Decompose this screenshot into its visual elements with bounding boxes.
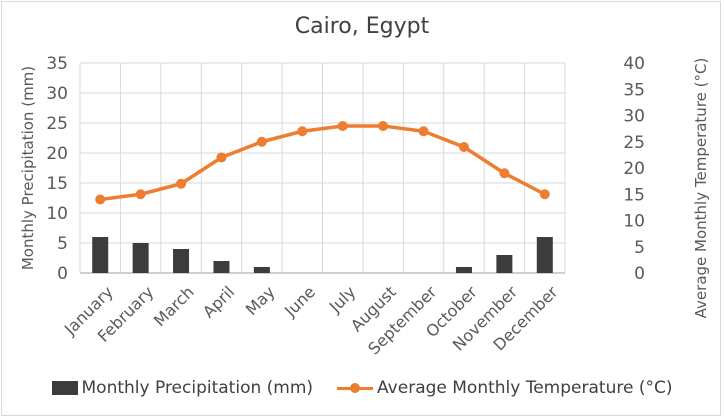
temperature-point bbox=[458, 142, 469, 152]
precipitation-bar bbox=[213, 261, 230, 273]
x-tick-label: March bbox=[150, 282, 198, 330]
y2-tick-label: 10 bbox=[623, 212, 645, 232]
precipitation-bar bbox=[132, 243, 149, 273]
y2-tick-label: 15 bbox=[623, 185, 645, 205]
y-tick-label: 0 bbox=[57, 264, 68, 284]
temperature-point bbox=[499, 168, 510, 179]
y2-axis-title: Average Monthly Temperature (°C) bbox=[692, 58, 710, 319]
y-tick-label: 20 bbox=[46, 144, 68, 164]
x-tick-label: June bbox=[280, 282, 319, 321]
temperature-point bbox=[297, 126, 308, 137]
x-tick-label: April bbox=[199, 282, 238, 321]
precipitation-bar bbox=[92, 237, 109, 273]
legend-swatch-bar bbox=[51, 381, 78, 395]
legend-label-temperature: Average Monthly Temperature (°C) bbox=[377, 378, 673, 398]
legend-item-temperature: Average Monthly Temperature (°C) bbox=[337, 378, 672, 398]
y-tick-label: 10 bbox=[46, 204, 68, 224]
temperature-point bbox=[95, 194, 106, 205]
temperature-point bbox=[378, 121, 389, 131]
y-tick-label: 25 bbox=[46, 114, 68, 134]
temperature-point bbox=[337, 121, 348, 131]
temperature-line bbox=[99, 124, 546, 202]
y-axis-title: Monthly Precipitation (mm) bbox=[19, 66, 37, 270]
y2-tick-label: 0 bbox=[634, 264, 645, 284]
y2-tick-label: 5 bbox=[634, 238, 645, 258]
y-tick-label: 5 bbox=[57, 234, 68, 254]
x-tick-label: May bbox=[242, 282, 279, 319]
temperature-point bbox=[176, 178, 187, 189]
chart-title: Cairo, Egypt bbox=[294, 14, 430, 39]
y2-tick-label: 40 bbox=[623, 54, 645, 74]
y-tick-label: 15 bbox=[46, 174, 68, 194]
y2-tick-label: 35 bbox=[623, 80, 645, 100]
y2-tick-label: 25 bbox=[623, 133, 645, 153]
precipitation-bar bbox=[173, 249, 190, 273]
temperature-point bbox=[539, 189, 550, 200]
legend-label-precipitation: Monthly Precipitation (mm) bbox=[81, 378, 314, 398]
y2-tick-label: 30 bbox=[623, 107, 645, 127]
y-tick-label: 35 bbox=[46, 54, 68, 74]
precipitation-bar bbox=[455, 267, 472, 273]
legend-swatch-line bbox=[337, 381, 374, 395]
legend-item-precipitation: Monthly Precipitation (mm) bbox=[51, 378, 314, 398]
legend: Monthly Precipitation (mm) Average Month… bbox=[0, 378, 724, 398]
y2-tick-label: 20 bbox=[623, 159, 645, 179]
y-tick-label: 30 bbox=[46, 84, 68, 104]
temperature-point bbox=[418, 126, 429, 137]
precipitation-bar bbox=[536, 237, 553, 273]
temperature-point bbox=[135, 189, 146, 200]
temperature-point bbox=[216, 152, 227, 163]
precipitation-bar bbox=[496, 255, 513, 273]
x-tick-label: July bbox=[325, 282, 359, 316]
precipitation-bar bbox=[253, 267, 270, 273]
temperature-point bbox=[256, 136, 267, 147]
